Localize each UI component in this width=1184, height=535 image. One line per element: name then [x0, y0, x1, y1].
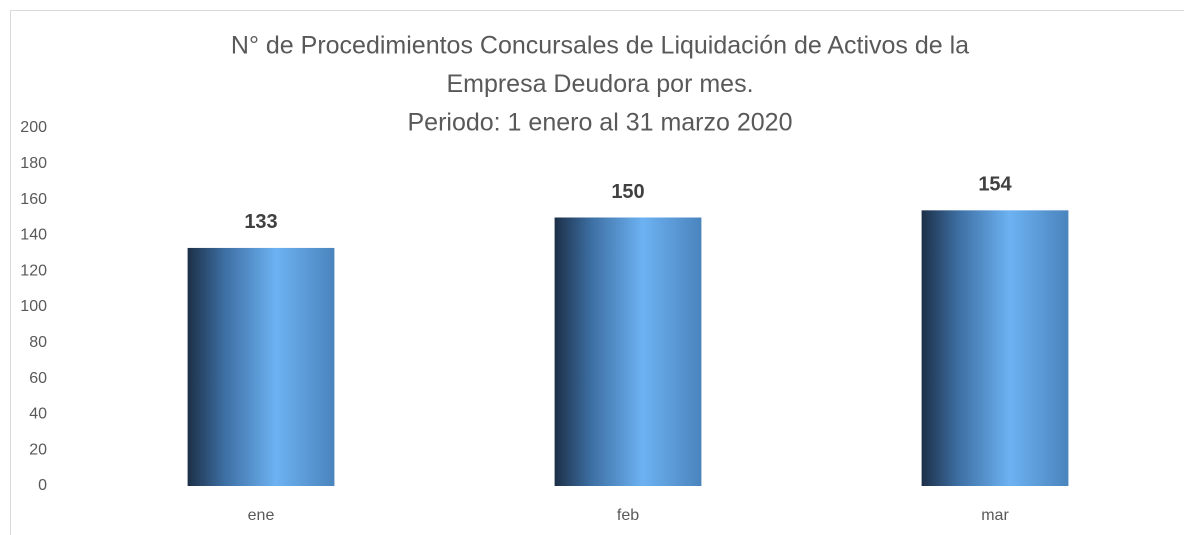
y-tick-label: 160 [20, 191, 47, 208]
y-tick-label: 140 [20, 227, 47, 244]
value-label: 150 [611, 181, 644, 203]
x-tick-label: feb [617, 507, 639, 524]
bar [921, 210, 1069, 486]
y-tick-label: 40 [29, 406, 47, 423]
chart-title: N° de Procedimientos Concursales de Liqu… [231, 32, 969, 60]
value-label: 154 [978, 174, 1012, 196]
y-tick-label: 80 [29, 334, 47, 351]
y-tick-label: 0 [38, 477, 47, 494]
bar [187, 247, 335, 486]
chart-title: Empresa Deudora por mes. [446, 70, 753, 98]
y-tick-label: 60 [29, 370, 47, 387]
y-tick-label: 20 [29, 441, 47, 458]
chart-title: Periodo: 1 enero al 31 marzo 2020 [408, 109, 793, 137]
y-tick-label: 180 [20, 155, 47, 172]
y-tick-label: 120 [20, 262, 47, 279]
bar [554, 217, 702, 486]
value-label: 133 [244, 211, 277, 233]
x-tick-label: mar [981, 507, 1009, 524]
x-tick-label: ene [248, 507, 275, 524]
chart-frame [10, 10, 1184, 535]
y-tick-label: 200 [20, 119, 47, 136]
y-tick-label: 100 [20, 298, 47, 315]
